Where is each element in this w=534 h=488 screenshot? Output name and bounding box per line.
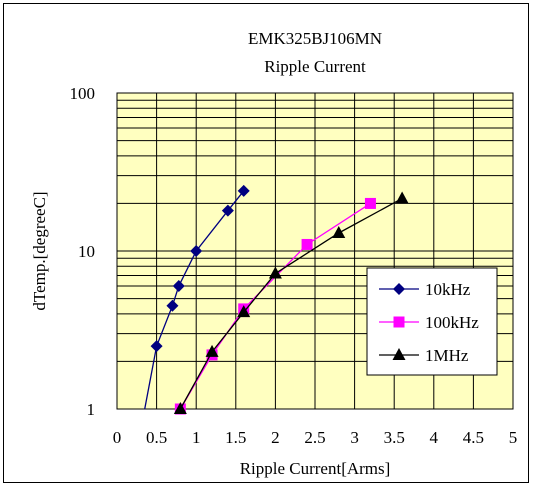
data-point [173, 402, 187, 414]
x-axis-label: Ripple Current[Arms] [240, 459, 391, 478]
chart-subtitle: Ripple Current [264, 57, 366, 76]
data-point [364, 197, 376, 209]
x-tick-label: 3.5 [384, 428, 405, 447]
y-tick-label: 10 [78, 242, 95, 261]
x-tick-label: 4 [430, 428, 439, 447]
x-tick-label: 4.5 [463, 428, 484, 447]
data-point [395, 191, 409, 204]
data-point [221, 204, 234, 217]
legend-marker [393, 283, 405, 295]
data-point [166, 299, 179, 312]
y-axis-label: dTemp.[degreeC] [30, 191, 49, 310]
data-point [172, 280, 185, 293]
legend-label: 1MHz [425, 346, 469, 365]
x-tick-label: 1.5 [225, 428, 246, 447]
data-point [190, 245, 203, 257]
data-point [150, 340, 163, 353]
legend-item: 1MHz [379, 346, 469, 365]
x-tick-label: 1 [192, 428, 201, 447]
series-line [179, 197, 403, 410]
chart-title: EMK325BJ106MN [248, 29, 382, 48]
legend-item: 10kHz [379, 280, 471, 299]
legend-item: 100kHz [379, 313, 479, 332]
data-point [237, 184, 250, 197]
y-tick-label: 1 [87, 400, 96, 419]
gridlines [117, 93, 513, 409]
legend: 10kHz 100kHz 1MHz [366, 267, 498, 376]
legend-label: 10kHz [425, 280, 471, 299]
series-10kHz [144, 184, 250, 410]
y-tick-label: 100 [70, 84, 96, 103]
x-tick-label: 0 [113, 428, 122, 447]
data-point [205, 344, 219, 357]
data-point [237, 305, 251, 318]
series-1MHz [173, 191, 409, 414]
data-point [268, 266, 282, 279]
x-tick-label: 2.5 [304, 428, 325, 447]
y-tick-labels: 1 10 100 [70, 84, 96, 419]
x-tick-label: 0.5 [146, 428, 167, 447]
x-tick-label: 2 [271, 428, 280, 447]
data-point [301, 238, 313, 250]
legend-marker [393, 316, 405, 328]
legend-label: 100kHz [425, 313, 479, 332]
legend-marker [392, 348, 406, 360]
x-tick-labels: 0 0.5 1 1.5 2 2.5 3 3.5 4 4.5 5 [113, 428, 518, 447]
plot-border [116, 92, 514, 410]
series-group [144, 184, 409, 415]
data-point [332, 225, 346, 238]
x-tick-label: 3 [350, 428, 359, 447]
x-tick-label: 5 [509, 428, 518, 447]
